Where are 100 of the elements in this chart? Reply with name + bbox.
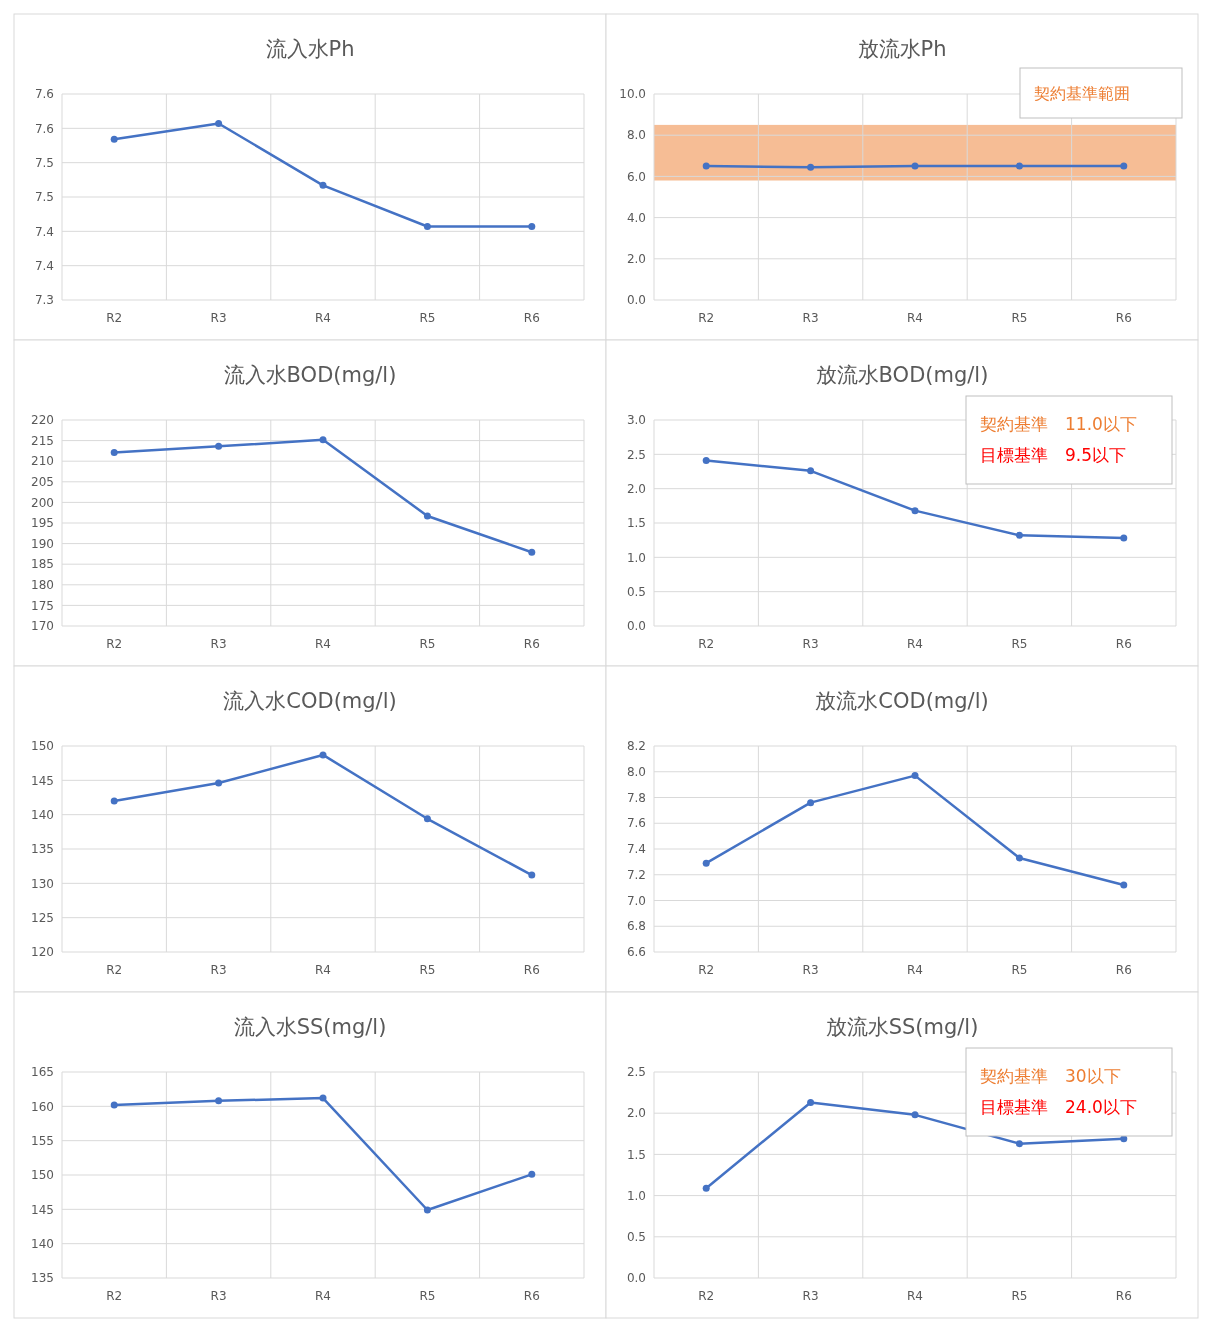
y-tick-label: 7.2 (626, 867, 646, 882)
y-tick-label: 140 (31, 1236, 54, 1251)
y-tick-label: 1.5 (626, 516, 646, 531)
x-tick-label: R3 (802, 963, 819, 977)
x-tick-label: R3 (210, 637, 227, 651)
y-tick-label: 7.8 (626, 790, 646, 805)
annotation: 目標基準 24.0以下 (980, 1097, 1137, 1117)
y-tick-label: 155 (31, 1133, 54, 1148)
x-tick-label: R3 (802, 1289, 819, 1303)
y-tick-label: 145 (31, 1202, 54, 1217)
x-tick-label: R4 (315, 637, 331, 651)
x-tick-label: R5 (419, 963, 436, 977)
y-tick-label: 6.6 (626, 945, 646, 960)
x-tick-label: R2 (106, 637, 123, 651)
x-tick-label: R3 (210, 963, 227, 977)
y-tick-label: 135 (31, 842, 54, 857)
x-tick-label: R2 (698, 637, 715, 651)
y-tick-label: 3.0 (626, 413, 646, 428)
chart-title: 流入水BOD(mg/l) (223, 363, 397, 387)
point (110, 449, 118, 457)
point (319, 1094, 327, 1102)
chart-title: 放流水COD(mg/l) (815, 689, 989, 713)
point (911, 507, 919, 515)
point (215, 779, 223, 787)
x-tick-label: R4 (907, 1289, 923, 1303)
y-tick-label: 7.0 (626, 893, 646, 908)
point (702, 859, 710, 867)
y-tick-label: 4.0 (626, 210, 646, 225)
point (423, 512, 431, 520)
y-tick-label: 1.5 (626, 1147, 646, 1162)
x-tick-label: R4 (315, 1289, 331, 1303)
band-label: 契約基準範囲 (1034, 84, 1130, 103)
point (215, 1097, 223, 1105)
annotation: 契約基準 30以下 (980, 1066, 1121, 1086)
y-tick-label: 2.5 (626, 447, 646, 462)
point (319, 751, 327, 759)
point (528, 871, 536, 879)
point (1015, 854, 1023, 862)
x-tick-label: R5 (419, 1289, 436, 1303)
y-tick-label: 7.5 (34, 155, 54, 170)
y-tick-label: 0.0 (626, 1271, 646, 1286)
y-tick-label: 7.4 (626, 842, 646, 857)
y-tick-label: 175 (31, 598, 54, 613)
point (911, 1111, 919, 1119)
y-tick-label: 150 (31, 739, 54, 754)
y-tick-label: 130 (31, 876, 54, 891)
y-tick-label: 185 (31, 557, 54, 572)
point (423, 1206, 431, 1214)
x-tick-label: R4 (315, 963, 331, 977)
x-tick-label: R5 (1011, 637, 1028, 651)
x-tick-label: R6 (523, 1289, 540, 1303)
y-tick-label: 120 (31, 945, 54, 960)
point (423, 815, 431, 823)
y-tick-label: 7.6 (34, 121, 54, 136)
y-tick-label: 210 (31, 454, 54, 469)
y-tick-label: 125 (31, 910, 54, 925)
x-tick-label: R3 (802, 311, 819, 325)
y-tick-label: 1.0 (626, 1188, 646, 1203)
y-tick-label: 160 (31, 1099, 54, 1114)
x-tick-label: R4 (907, 637, 923, 651)
y-tick-label: 205 (31, 475, 54, 489)
y-tick-label: 0.0 (626, 619, 646, 634)
y-tick-label: 7.4 (34, 258, 54, 273)
x-tick-label: R6 (523, 963, 540, 977)
point (215, 120, 223, 128)
y-tick-label: 8.0 (626, 128, 646, 143)
x-tick-label: R3 (210, 311, 227, 325)
y-tick-label: 10.0 (619, 87, 646, 102)
x-tick-label: R2 (106, 963, 123, 977)
y-tick-label: 0.5 (626, 584, 646, 599)
point (528, 223, 536, 231)
x-tick-label: R6 (523, 637, 540, 651)
y-tick-label: 0.0 (626, 293, 646, 308)
x-tick-label: R6 (1115, 963, 1132, 977)
x-tick-label: R5 (1011, 1289, 1028, 1303)
chart-title: 放流水BOD(mg/l) (815, 363, 989, 387)
point (807, 467, 815, 475)
y-tick-label: 6.0 (626, 169, 646, 184)
point (1015, 1140, 1023, 1148)
y-tick-label: 2.0 (626, 481, 646, 496)
point (215, 442, 223, 450)
x-tick-label: R6 (1115, 311, 1132, 325)
y-tick-label: 220 (31, 413, 54, 428)
y-tick-label: 8.2 (626, 739, 646, 754)
y-tick-label: 7.4 (34, 224, 54, 239)
y-tick-label: 190 (31, 536, 54, 551)
y-tick-label: 170 (31, 619, 54, 634)
x-tick-label: R2 (698, 963, 715, 977)
x-tick-label: R6 (523, 311, 540, 325)
x-tick-label: R4 (907, 963, 923, 977)
point (110, 1101, 118, 1109)
point (807, 1098, 815, 1106)
point (528, 548, 536, 556)
y-tick-label: 150 (31, 1168, 54, 1183)
x-tick-label: R5 (419, 311, 436, 325)
point (702, 457, 710, 465)
point (807, 799, 815, 807)
x-tick-label: R2 (106, 311, 123, 325)
x-tick-label: R4 (315, 311, 331, 325)
chart-title: 流入水SS(mg/l) (233, 1015, 387, 1039)
